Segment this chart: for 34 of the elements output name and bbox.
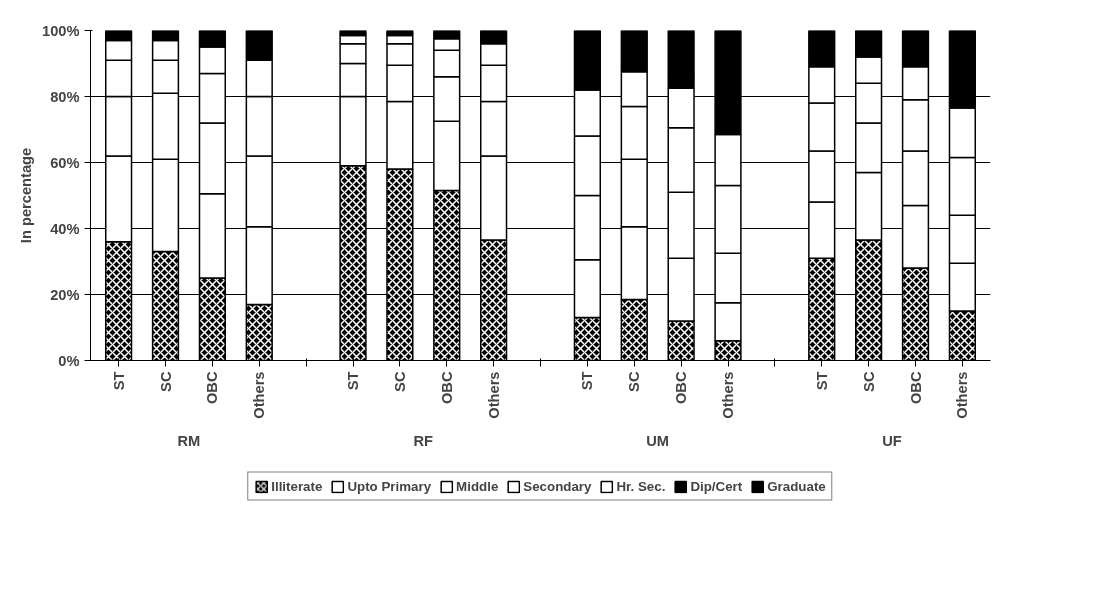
- x-tick-label: OBC: [907, 371, 924, 405]
- legend-label: Middle: [456, 478, 499, 494]
- x-tick-label: ST: [345, 371, 361, 391]
- x-tick-label: ST: [579, 371, 596, 391]
- y-tick-label: 60%: [50, 154, 80, 171]
- y-tick-label: 40%: [50, 220, 80, 237]
- text: RF: [413, 432, 434, 449]
- legend-label: Illiterate: [271, 478, 323, 494]
- legend-label: Hr. Sec.: [616, 478, 666, 494]
- y-tick-label: 80%: [50, 88, 80, 105]
- x-tick-label: SC: [626, 371, 643, 392]
- legend-label: Secondary: [523, 478, 592, 494]
- text: UM: [646, 432, 670, 449]
- x-tick-label: Others: [954, 371, 971, 419]
- y-tick-label: 0%: [58, 352, 80, 369]
- x-tick-label: OBC: [673, 371, 690, 405]
- y-axis-title: In percentage: [18, 147, 35, 244]
- x-tick-label: ST: [813, 371, 830, 391]
- y-tick-label: 20%: [50, 286, 80, 303]
- legend-label: Upto Primary: [347, 478, 432, 494]
- y-tick-label: 100%: [42, 22, 80, 39]
- text: RM: [177, 432, 201, 449]
- legend-label: Dip/Cert: [690, 478, 743, 494]
- x-tick-label: SC: [157, 371, 174, 392]
- x-tick-label: Others: [251, 371, 268, 419]
- text: UF: [882, 432, 902, 449]
- x-tick-label: Others: [720, 371, 736, 419]
- x-tick-label: SC: [860, 371, 877, 392]
- x-tick-label: Others: [485, 371, 502, 419]
- legend-label: Graduate: [767, 478, 826, 494]
- x-tick-label: ST: [110, 371, 127, 391]
- x-tick-label: SC: [391, 371, 408, 392]
- x-tick-label: OBC: [438, 371, 455, 405]
- x-tick-label: OBC: [204, 371, 221, 405]
